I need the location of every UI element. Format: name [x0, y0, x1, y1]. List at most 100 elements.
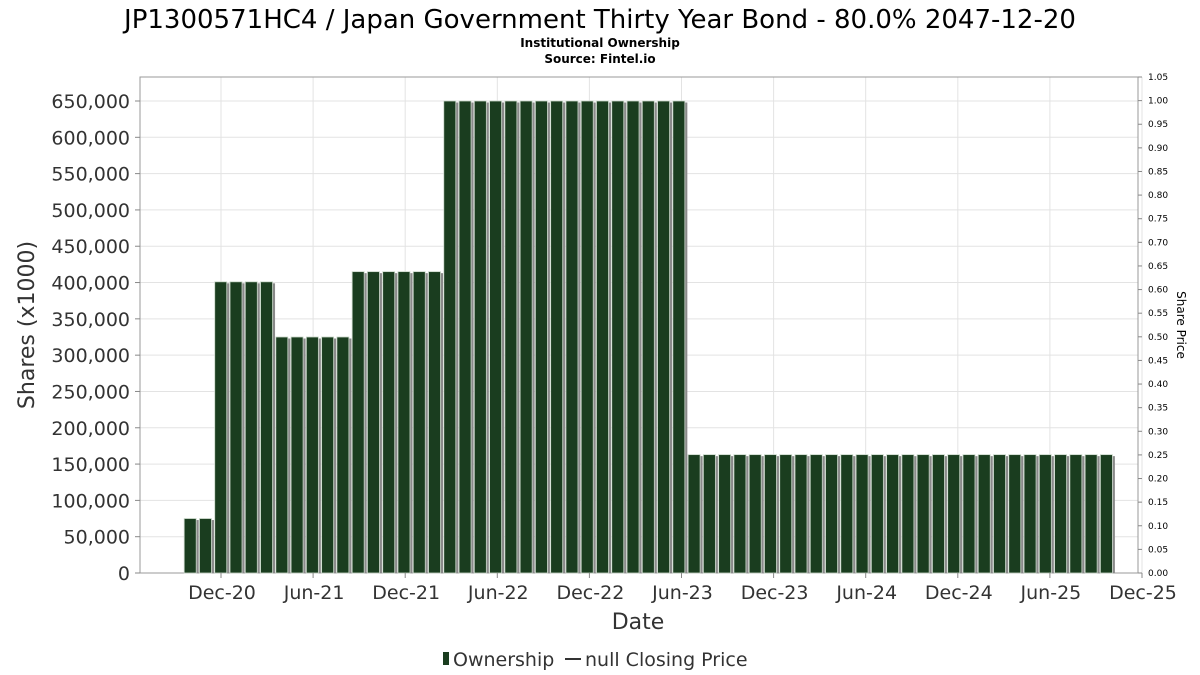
ownership-bar: [550, 100, 564, 574]
ownership-bar: [947, 454, 961, 574]
y2-tick-label: 0.00: [1148, 569, 1168, 579]
ownership-bar: [672, 100, 686, 574]
ownership-bar: [183, 518, 197, 574]
ownership-bar: [993, 454, 1006, 574]
y2-tick-label: 0.05: [1148, 545, 1168, 555]
ownership-bar: [473, 100, 487, 574]
y2-tick-label: 0.10: [1148, 522, 1168, 532]
y2-tick-label: 0.60: [1148, 286, 1168, 296]
x-tick-label: Dec-20: [188, 582, 256, 604]
ownership-bar: [1084, 454, 1098, 574]
ownership-bar: [199, 518, 212, 574]
y-tick-label: 500,000: [51, 200, 130, 222]
ownership-bar: [397, 271, 411, 574]
ownership-bar: [229, 281, 243, 574]
x-tick-label: Jun-21: [283, 582, 345, 604]
ownership-bar: [641, 100, 655, 574]
y2-tick-label: 0.80: [1148, 191, 1168, 201]
y2-tick-label: 1.00: [1148, 97, 1168, 107]
ownership-bar: [840, 454, 854, 574]
ownership-bar: [733, 454, 747, 574]
y-tick-label: 250,000: [51, 381, 130, 403]
y-tick-label: 200,000: [51, 418, 130, 440]
y2-tick-label: 0.40: [1148, 380, 1168, 390]
ownership-bar: [886, 454, 900, 574]
ownership-bar: [519, 100, 533, 574]
ownership-bars: [183, 100, 1115, 574]
ownership-bar: [687, 454, 701, 574]
ownership-bar: [412, 271, 426, 574]
y2-axis-title: Share Price: [1174, 291, 1188, 359]
ownership-bar: [443, 100, 457, 574]
chart-source: Source: Fintel.io: [544, 52, 655, 66]
x-tick-label: Dec-22: [556, 582, 624, 604]
ownership-bar: [535, 100, 548, 574]
ownership-bar: [825, 454, 838, 574]
x-tick-label: Dec-21: [372, 582, 440, 604]
x-tick-label: Jun-24: [835, 582, 897, 604]
legend: Ownership null Closing Price: [443, 649, 748, 671]
ownership-bar: [718, 454, 732, 574]
ownership-bar: [1038, 454, 1052, 574]
ownership-bar: [336, 336, 350, 574]
ownership-bar: [916, 454, 930, 574]
ownership-bar: [244, 281, 258, 574]
x-axis-title: Date: [612, 610, 665, 635]
ownership-bar: [1023, 454, 1037, 574]
ownership-bar: [748, 454, 762, 574]
ownership-bar: [901, 454, 915, 574]
y2-tick-label: 0.45: [1148, 356, 1168, 366]
chart-title: JP1300571HC4 / Japan Government Thirty Y…: [122, 5, 1076, 35]
x-tick-label: Dec-23: [741, 582, 809, 604]
ownership-bar: [779, 454, 793, 574]
legend-price-label: null Closing Price: [585, 649, 748, 671]
ownership-bar: [321, 336, 335, 574]
y-tick-label: 50,000: [64, 527, 130, 549]
ownership-bar: [962, 454, 976, 574]
y-axis-ticks: 0 50,000 100,000 150,000 200,000 250,000 300,0…: [51, 91, 140, 585]
ownership-bar: [489, 100, 503, 574]
ownership-bar: [290, 336, 304, 574]
y-axis-title: Shares (x1000): [15, 241, 40, 409]
ownership-bar: [214, 281, 228, 574]
ownership-bar: [611, 100, 625, 574]
y-tick-label: 550,000: [51, 164, 130, 186]
ownership-bar: [1100, 454, 1113, 574]
ownership-bar: [870, 454, 884, 574]
y-tick-label: 650,000: [51, 91, 130, 113]
y-tick-label: 350,000: [51, 309, 130, 331]
ownership-bar: [977, 454, 991, 574]
x-tick-label: Jun-23: [651, 582, 713, 604]
y2-tick-label: 0.85: [1148, 167, 1168, 177]
y2-tick-label: 0.20: [1148, 475, 1168, 485]
y-tick-label: 0: [118, 563, 130, 585]
ownership-bar: [351, 271, 365, 574]
x-axis-ticks: Dec-20 Jun-21 Dec-21 Jun-22 Dec-22 Jun-23 Dec-…: [188, 573, 1177, 604]
y-tick-label: 600,000: [51, 127, 130, 149]
y-tick-label: 100,000: [51, 490, 130, 512]
legend-ownership-swatch: [443, 652, 449, 665]
ownership-bar: [855, 454, 869, 574]
y2-tick-label: 0.55: [1148, 309, 1168, 319]
y2-tick-label: 0.30: [1148, 427, 1168, 437]
ownership-bar: [1054, 454, 1067, 574]
x-tick-label: Dec-24: [925, 582, 993, 604]
chart-subtitle: Institutional Ownership: [520, 36, 680, 50]
ownership-bar: [565, 100, 579, 574]
y2-tick-label: 0.95: [1148, 120, 1168, 130]
y-tick-label: 150,000: [51, 454, 130, 476]
ownership-bar: [1069, 454, 1083, 574]
y2-tick-label: 0.35: [1148, 404, 1168, 414]
ownership-bar: [458, 100, 472, 574]
y2-tick-label: 0.90: [1148, 144, 1168, 154]
y2-tick-label: 0.70: [1148, 238, 1168, 248]
y2-tick-label: 0.75: [1148, 215, 1168, 225]
ownership-bar: [626, 100, 640, 574]
ownership-bar: [1008, 454, 1022, 574]
y-tick-label: 300,000: [51, 345, 130, 367]
legend-ownership-label: Ownership: [453, 649, 554, 671]
ownership-bar: [932, 454, 945, 574]
ownership-bar: [580, 100, 594, 574]
x-tick-label: Jun-25: [1020, 582, 1082, 604]
